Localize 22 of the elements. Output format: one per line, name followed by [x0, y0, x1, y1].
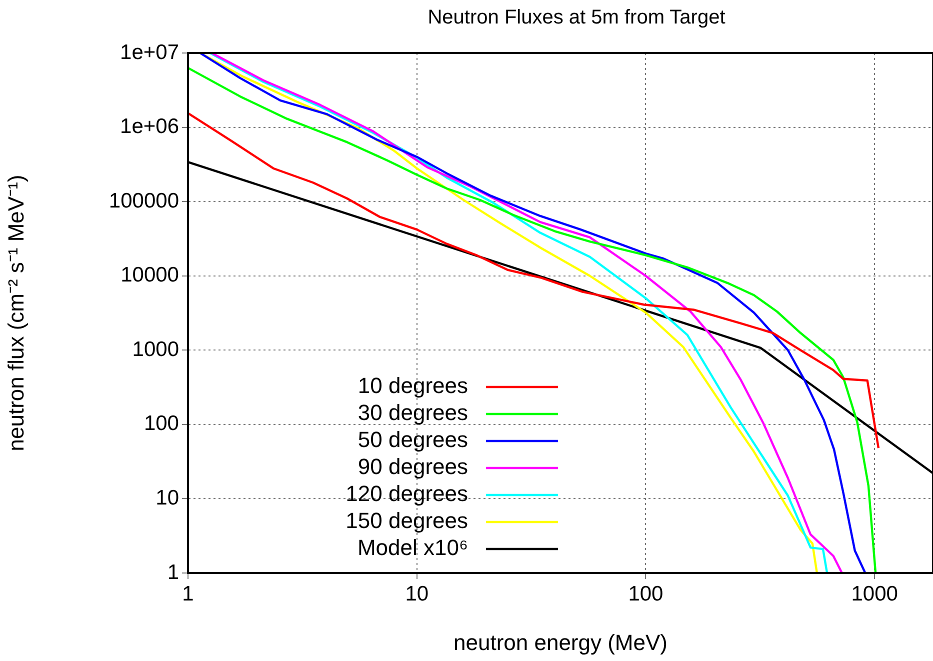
- legend-label: 30 degrees: [358, 400, 468, 426]
- y-tick-label: 1: [167, 560, 179, 584]
- legend-label: 10 degrees: [358, 373, 468, 398]
- y-tick-label: 100000: [108, 189, 179, 212]
- y-tick-label: 100: [144, 412, 179, 436]
- legend-label: 120 degrees: [346, 481, 468, 506]
- x-tick-label: 10: [405, 582, 429, 606]
- y-tick-label: 1000: [132, 338, 179, 361]
- chart-title: Neutron Fluxes at 5m from Target: [428, 6, 726, 29]
- y-tick-label: 10000: [120, 264, 179, 287]
- y-tick-label: 1e+06: [120, 115, 179, 138]
- legend-label: 150 degrees: [346, 508, 468, 534]
- x-tick-label: 100: [628, 582, 664, 606]
- x-axis-title: neutron energy (MeV): [454, 630, 668, 655]
- x-tick-label: 1: [182, 582, 194, 606]
- y-tick-label: 1e+07: [120, 40, 179, 64]
- legend-label: Model x10⁶: [357, 535, 468, 560]
- y-tick-label: 10: [156, 486, 179, 510]
- y-axis-title: neutron flux (cm⁻² s⁻¹ MeV⁻¹): [3, 174, 28, 452]
- legend-label: 50 degrees: [358, 427, 468, 452]
- legend-label: 90 degrees: [358, 454, 468, 480]
- x-tick-label: 1000: [851, 582, 898, 606]
